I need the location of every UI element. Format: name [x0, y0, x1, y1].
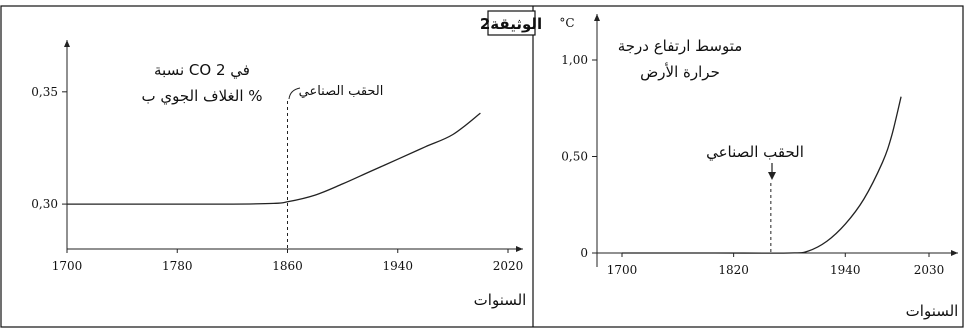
co2-title-line-1: نسبة CO 2 في [154, 61, 250, 80]
co2-series-line [67, 112, 481, 205]
co2-x-tick-label: 1860 [272, 259, 303, 273]
temperature-y-tick-label: 0,50 [561, 150, 588, 164]
document-label: الوثيقة2 [480, 15, 542, 33]
co2-ticks: 1700 1780 1860 1940 2020 0,30 0,35 [31, 85, 523, 273]
co2-x-axis-arrow [516, 246, 523, 252]
co2-y-tick-label: 0,35 [31, 85, 58, 99]
temperature-y-axis-arrow [594, 14, 600, 21]
co2-annotation-label: الحقب الصناعي [299, 84, 384, 99]
temperature-x-tick-label: 1820 [718, 263, 749, 277]
temperature-chart: 1700 1820 1940 2030 0 0,50 1,00 °C متوسط ارتفا… [559, 14, 958, 320]
temperature-x-axis-arrow [951, 250, 958, 256]
co2-axes [64, 40, 523, 252]
temperature-series-line [622, 96, 902, 254]
co2-x-tick-label: 2020 [493, 259, 524, 273]
temperature-annotation-label: الحقب الصناعي [706, 143, 804, 162]
temperature-x-tick-label: 2030 [914, 263, 945, 277]
temperature-title-line-1: متوسط ارتفاع درجة [618, 37, 743, 55]
temperature-y-unit: °C [559, 16, 574, 30]
co2-annotation-arrow [288, 87, 301, 100]
co2-y-axis-arrow [64, 40, 70, 47]
co2-y-tick-label: 0,30 [31, 197, 58, 211]
co2-title-line-2: الغلاف الجوي ب % [141, 87, 262, 106]
temperature-y-tick-label: 0 [580, 246, 588, 260]
temperature-y-tick-label: 1,00 [561, 53, 588, 67]
temperature-title-line-2: حرارة الأرض [640, 62, 720, 81]
temperature-x-tick-label: 1700 [607, 263, 638, 277]
co2-x-tick-label: 1700 [52, 259, 83, 273]
co2-x-axis-label: السنوات [474, 291, 527, 309]
co2-chart: 1700 1780 1860 1940 2020 0,30 0,35 نسبة CO 2 ف… [31, 40, 526, 309]
temperature-annotation-arrowhead [768, 172, 776, 180]
temperature-ticks: 1700 1820 1940 2030 0 0,50 1,00 [561, 53, 944, 277]
co2-x-tick-label: 1780 [162, 259, 193, 273]
figure-border [0, 5, 964, 328]
document-label-box [487, 10, 536, 36]
temperature-x-tick-label: 1940 [830, 263, 861, 277]
co2-x-tick-label: 1940 [382, 259, 413, 273]
temperature-x-axis-label: السنوات [906, 302, 959, 320]
